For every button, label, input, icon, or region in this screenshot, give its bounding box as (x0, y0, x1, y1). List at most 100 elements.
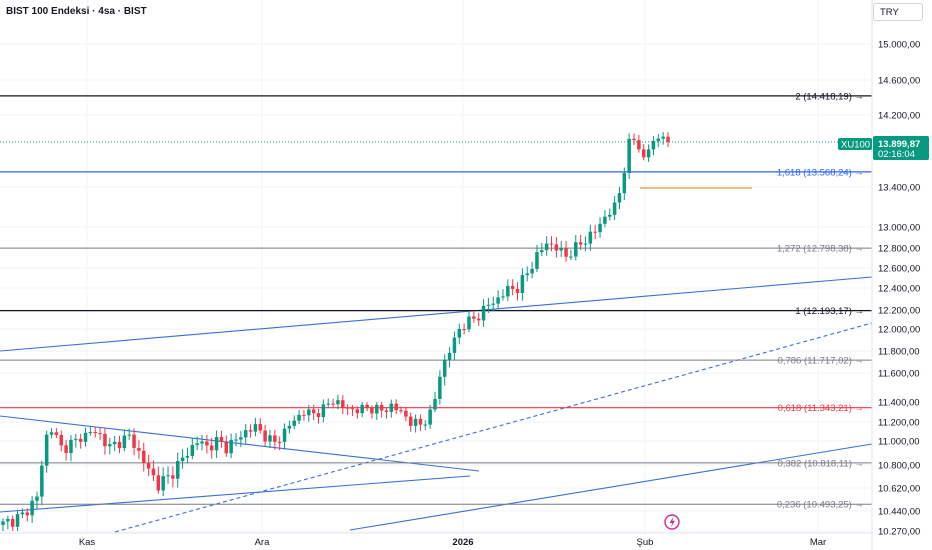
y-tick-label: 10.800,00 (878, 461, 920, 472)
candle (389, 403, 394, 412)
y-tick-label: 14.600,00 (878, 76, 920, 87)
candle (175, 461, 180, 479)
y-tick-label: 13.000,00 (878, 223, 920, 234)
candle (501, 296, 505, 298)
candle (253, 424, 258, 432)
candle (117, 441, 122, 449)
candle (408, 416, 413, 426)
candle (311, 409, 316, 414)
candle (486, 304, 491, 306)
chart-title: BIST 100 Endeksi · 4sa · BIST (6, 6, 147, 17)
y-tick-label: 12.000,00 (878, 325, 920, 336)
x-tick-label: Ara (255, 537, 271, 548)
candle (273, 435, 277, 442)
y-tick-label: 12.600,00 (878, 264, 920, 275)
candle (54, 432, 59, 436)
candle (462, 328, 466, 330)
fib-level-label: 0,382 (10.818,11) → (778, 458, 864, 469)
y-tick-label: 10.270,00 (878, 527, 920, 538)
price-axis[interactable]: 15.000,00 14.600,00 14.200,00 13.400,00 13.0… (878, 40, 920, 538)
trendline (349, 443, 873, 531)
candle (472, 316, 476, 319)
candle (627, 138, 631, 174)
candle (457, 328, 462, 338)
candle (137, 447, 141, 451)
candle (656, 138, 661, 141)
candle (569, 256, 573, 258)
y-tick-label: 11.400,00 (878, 398, 920, 409)
candle (379, 404, 384, 411)
candle (370, 407, 374, 414)
candle (496, 297, 500, 304)
candle (214, 437, 219, 451)
candle (10, 518, 15, 527)
y-tick-label: 13.400,00 (878, 183, 920, 194)
lightning-icon[interactable] (664, 514, 680, 530)
currency-button[interactable]: TRY (873, 3, 923, 21)
candle (384, 410, 389, 412)
candle (394, 403, 398, 411)
annotation-layer (0, 141, 872, 189)
x-tick-label: 2026 (452, 537, 473, 548)
candle (74, 438, 78, 440)
candle (185, 455, 190, 458)
candle (243, 430, 248, 438)
y-tick-label: 12.800,00 (878, 244, 920, 255)
candle (564, 248, 568, 257)
candle (59, 435, 63, 446)
candle (399, 410, 403, 412)
candle (321, 404, 326, 418)
candle (651, 140, 656, 150)
candle (467, 316, 471, 330)
y-tick-label: 11.200,00 (878, 418, 920, 429)
candle (365, 404, 369, 408)
candle (452, 337, 457, 353)
candle (180, 457, 185, 462)
trendline (114, 322, 873, 533)
candle (282, 428, 287, 442)
candle (200, 441, 204, 444)
candle (151, 468, 156, 476)
candle (428, 409, 432, 425)
candle (83, 432, 88, 442)
candle (574, 242, 578, 257)
candle (6, 518, 10, 522)
candle (224, 442, 229, 454)
fib-level-layer (0, 95, 872, 505)
candle (161, 476, 165, 491)
candle (617, 193, 622, 203)
candle (326, 403, 330, 405)
candle (205, 441, 209, 446)
candle (641, 149, 646, 158)
candle (375, 404, 379, 414)
trendline (0, 276, 873, 352)
time-axis[interactable]: Kas Ara 2026 Şub Mar (79, 537, 826, 548)
candle (268, 435, 272, 442)
candle (593, 231, 597, 233)
y-tick-label: 11.600,00 (878, 369, 920, 380)
candle (93, 431, 97, 434)
candle (442, 359, 447, 377)
trendline-layer (0, 276, 873, 533)
candle (360, 404, 364, 414)
fib-level-label: 0,786 (11.717,02) → (778, 356, 864, 367)
candle (1, 521, 5, 525)
grid-layer (0, 0, 872, 533)
candle (481, 305, 486, 321)
candle (423, 424, 428, 426)
candle (44, 434, 49, 466)
candle (239, 437, 243, 440)
fib-level-label: 2 (14.418,19) → (795, 91, 864, 102)
candle (248, 430, 253, 432)
candle (307, 409, 311, 416)
candle (554, 244, 559, 251)
fib-level-label: 0,236 (10.493,25) → (777, 500, 864, 511)
candle (336, 400, 340, 405)
y-tick-label: 12.400,00 (878, 284, 920, 295)
candle (88, 431, 93, 433)
fib-level-label: 1,272 (12.798,38) → (777, 244, 864, 255)
x-tick-label: Mar (810, 537, 826, 548)
candle (350, 408, 355, 410)
